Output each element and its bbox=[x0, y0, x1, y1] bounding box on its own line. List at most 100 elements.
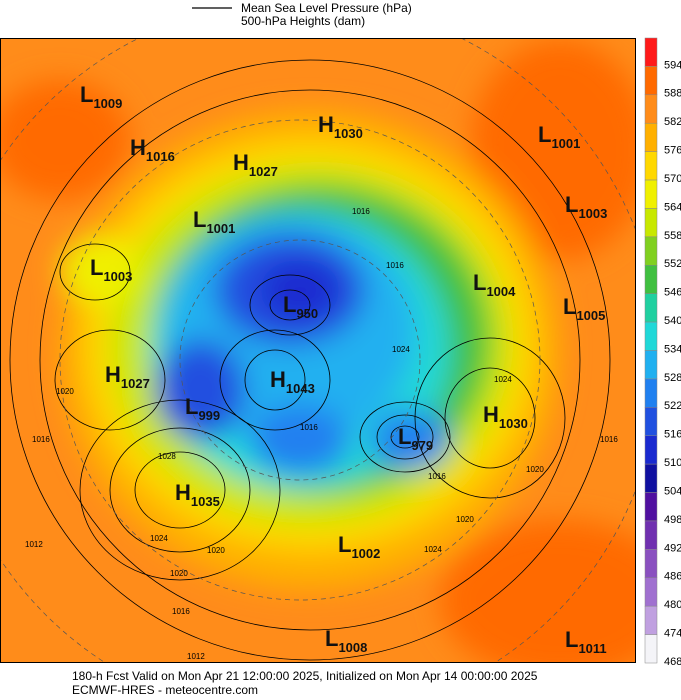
colorbar-box bbox=[644, 463, 658, 493]
colorbar-box bbox=[644, 208, 658, 238]
height-field bbox=[0, 40, 636, 663]
colorbar-box bbox=[644, 236, 658, 266]
colorbar-box bbox=[644, 520, 658, 550]
colorbar-box bbox=[644, 350, 658, 380]
isobar-labels: 1016 1016 1024 1024 1016 1020 1024 1016 1020 1020… bbox=[25, 207, 618, 661]
isobars bbox=[9, 59, 611, 661]
colorbar-label: 546 bbox=[664, 287, 681, 299]
center-letter: H bbox=[483, 402, 499, 427]
pressure-center: L1004 bbox=[473, 270, 516, 299]
center-value: 950 bbox=[296, 306, 318, 321]
colorbar-label: 534 bbox=[664, 343, 681, 355]
center-value: 1009 bbox=[93, 96, 122, 111]
center-value: 1027 bbox=[249, 164, 278, 179]
pressure-center: L1011 bbox=[565, 627, 607, 656]
isobar-label: 1020 bbox=[456, 515, 474, 524]
pressure-center: H1027 bbox=[105, 362, 150, 391]
center-value: 1004 bbox=[486, 284, 516, 299]
pressure-center: L1001 bbox=[193, 207, 235, 236]
colorbar-box bbox=[644, 179, 658, 209]
center-value: 1043 bbox=[286, 381, 315, 396]
colorbar-box bbox=[644, 265, 658, 294]
center-letter: H bbox=[270, 367, 286, 392]
isobar-label: 1016 bbox=[386, 261, 404, 270]
center-letter: L bbox=[473, 270, 486, 295]
center-letter: L bbox=[563, 294, 576, 319]
legend-shade-label: 500-hPa Heights (dam) bbox=[241, 14, 365, 28]
colorbar: 594 588 582 576 570 564 558 552 546 540 534 528 522 5… bbox=[644, 37, 681, 668]
center-value: 1011 bbox=[578, 641, 606, 656]
isobar-label: 1016 bbox=[300, 423, 318, 432]
colorbar-label: 594 bbox=[664, 59, 681, 71]
colorbar-label: 510 bbox=[664, 457, 681, 469]
isobar-label: 1024 bbox=[150, 534, 168, 543]
colorbar-label: 540 bbox=[664, 315, 681, 327]
center-letter: H bbox=[233, 150, 249, 175]
colorbar-label: 588 bbox=[664, 88, 681, 100]
isobar-label: 1020 bbox=[207, 546, 225, 555]
pressure-center: L1003 bbox=[565, 192, 607, 221]
center-letter: L bbox=[80, 82, 93, 107]
center-letter: L bbox=[565, 627, 578, 652]
center-letter: H bbox=[318, 112, 334, 137]
pressure-center: H1035 bbox=[175, 480, 220, 509]
center-letter: L bbox=[565, 192, 578, 217]
center-value: 1001 bbox=[551, 136, 580, 151]
pressure-center: H1027 bbox=[233, 150, 278, 179]
isobar-label: 1024 bbox=[392, 345, 410, 354]
colorbar-label: 474 bbox=[664, 627, 681, 639]
colorbar-box bbox=[644, 293, 658, 323]
colorbar-label: 480 bbox=[664, 599, 681, 611]
isobar-label: 1028 bbox=[158, 452, 176, 461]
center-value: 1005 bbox=[576, 308, 605, 323]
colorbar-label: 552 bbox=[664, 258, 681, 270]
colorbar-label: 570 bbox=[664, 173, 681, 185]
colorbar-label: 504 bbox=[664, 485, 681, 497]
isobar-label: 1020 bbox=[526, 465, 544, 474]
center-value: 979 bbox=[411, 438, 433, 453]
center-value: 1030 bbox=[334, 126, 363, 141]
colorbar-label: 516 bbox=[664, 429, 681, 441]
pressure-center: L950 bbox=[283, 292, 318, 321]
colorbar-box bbox=[644, 66, 658, 96]
footer-valid: 180-h Fcst Valid on Mon Apr 21 12:00:00 … bbox=[72, 669, 538, 683]
center-letter: L bbox=[325, 626, 338, 651]
pressure-center: L979 bbox=[398, 424, 433, 453]
colorbar-label: 522 bbox=[664, 400, 681, 412]
pressure-center: L1005 bbox=[563, 294, 605, 323]
pressure-center: L1008 bbox=[325, 626, 367, 655]
colorbar-box bbox=[644, 634, 658, 664]
center-letter: L bbox=[193, 207, 206, 232]
colorbar-label: 468 bbox=[664, 656, 681, 668]
isobar-label: 1024 bbox=[494, 375, 512, 384]
center-letter: L bbox=[538, 122, 551, 147]
center-letter: L bbox=[185, 394, 198, 419]
pressure-center: H1016 bbox=[130, 135, 175, 164]
center-value: 1008 bbox=[338, 640, 367, 655]
isobar-label: 1012 bbox=[187, 652, 205, 661]
colorbar-box bbox=[644, 151, 658, 181]
legend-line-label: Mean Sea Level Pressure (hPa) bbox=[241, 1, 412, 15]
colorbar-box bbox=[644, 435, 658, 465]
center-value: 1003 bbox=[578, 206, 607, 221]
center-letter: L bbox=[90, 255, 103, 280]
center-value: 1003 bbox=[103, 269, 132, 284]
isobar-label: 1016 bbox=[600, 435, 618, 444]
isobar-label: 1016 bbox=[172, 607, 190, 616]
pressure-center: H1043 bbox=[270, 367, 315, 396]
center-value: 999 bbox=[198, 408, 220, 423]
pressure-center: L1009 bbox=[80, 82, 122, 111]
map-frame bbox=[0, 38, 636, 663]
colorbar-box bbox=[644, 321, 658, 351]
colorbar-box bbox=[644, 492, 658, 522]
colorbar-box bbox=[644, 605, 658, 635]
center-letter: H bbox=[175, 480, 191, 505]
center-value: 1016 bbox=[146, 149, 175, 164]
isobar-label: 1020 bbox=[56, 387, 74, 396]
footer-source: ECMWF-HRES - meteocentre.com bbox=[72, 683, 258, 697]
isobar-label: 1024 bbox=[424, 545, 442, 554]
pressure-center: H1030 bbox=[318, 112, 363, 141]
